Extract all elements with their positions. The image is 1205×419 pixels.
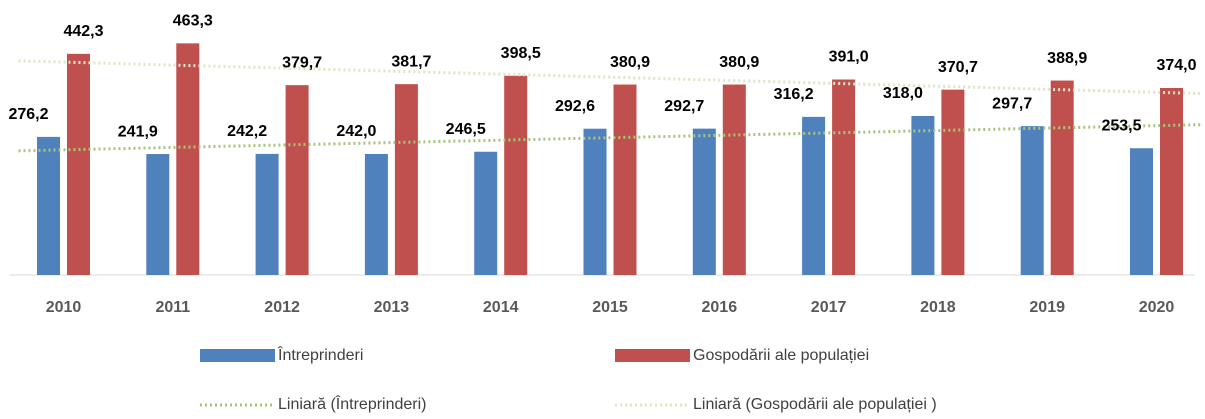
bar [1160,88,1183,275]
data-label: 391,0 [829,49,869,66]
bar [692,128,716,275]
bar [67,53,90,275]
x-tick-label: 2012 [264,299,300,316]
data-label: 370,7 [938,59,978,76]
bar [1020,126,1044,276]
bar [474,151,498,275]
legend-label: Liniară (Întreprinderi) [278,394,427,413]
x-tick-label: 2016 [702,299,738,316]
bar [176,43,200,275]
legend-swatch [615,349,690,362]
bar [285,85,309,276]
data-label: 380,9 [610,54,650,71]
bar [364,154,388,275]
bar [832,79,856,275]
bar [941,89,965,276]
bar [1130,148,1153,275]
x-tick-label: 2014 [483,299,519,316]
bar [146,154,170,275]
data-label: 292,7 [664,98,704,115]
trendline [18,123,1202,153]
trendline [18,59,1202,96]
data-label: 241,9 [118,123,158,140]
x-tick-label: 2010 [46,299,82,316]
x-tick-label: 2019 [1029,299,1065,316]
x-tick-label: 2011 [155,299,190,316]
x-tick-label: 2018 [920,299,956,316]
data-label: 442,3 [63,23,103,40]
data-label: 242,0 [336,123,376,140]
x-tick-label: 2013 [374,299,410,316]
legend-label: Întreprinderi [277,345,363,364]
x-tick-label: 2020 [1139,299,1175,316]
data-label: 388,9 [1047,50,1087,67]
x-tick-label: 2017 [811,299,847,316]
bar [394,84,418,276]
bar [911,116,935,275]
data-label: 316,2 [774,86,814,103]
data-label: 292,6 [555,98,595,115]
bar [255,153,279,275]
bar [722,84,746,275]
data-label: 253,5 [1101,117,1141,134]
bar [504,75,528,275]
bar [583,128,607,275]
legend-label: Gospodării ale populației [693,347,869,364]
bar [37,136,60,275]
x-tick-label: 2015 [592,299,628,316]
bar [802,116,826,276]
data-label: 463,3 [173,13,213,30]
data-label: 318,0 [883,85,923,102]
legend-label: Liniară (Gospodării ale populației ) [693,396,937,413]
bar [1050,80,1074,275]
data-label: 246,5 [446,121,486,138]
data-label: 242,2 [227,123,267,140]
bar [613,84,637,275]
data-label: 297,7 [992,95,1032,112]
legend-swatch [200,349,275,362]
data-label: 381,7 [391,53,431,70]
data-label: 276,2 [8,106,48,123]
data-label: 398,5 [501,45,541,62]
data-label: 380,9 [719,54,759,71]
data-label: 374,0 [1156,57,1196,74]
data-label: 379,7 [282,54,322,71]
